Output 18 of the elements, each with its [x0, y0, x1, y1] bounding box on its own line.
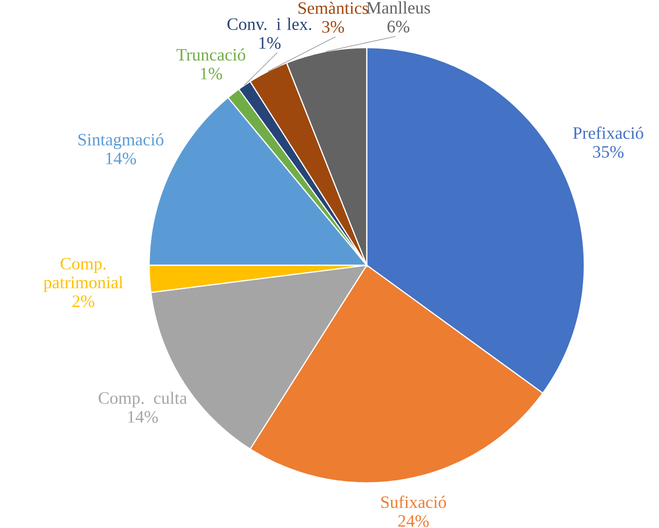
slice-label: Sufixació: [381, 495, 446, 508]
slice-label: Prefixació: [573, 126, 644, 139]
data-label: 2%: [72, 295, 94, 308]
slice-label: Manlleus: [366, 1, 430, 14]
data-label: 35%: [593, 146, 624, 158]
data-label: 3%: [322, 20, 344, 33]
slice-label: Comp. culta: [98, 392, 187, 408]
data-label: 1%: [260, 36, 281, 49]
data-label: 6%: [388, 20, 410, 32]
slice-label: Semàntics: [298, 2, 368, 14]
slice-label: Sintagmació: [78, 133, 164, 149]
slice-label: Conv. i lex.: [227, 18, 312, 30]
data-label: 14%: [128, 410, 158, 423]
slice-label: Comp. patrimonial: [44, 258, 123, 292]
data-label: 24%: [398, 514, 429, 527]
data-label: 1%: [201, 68, 222, 80]
slice-label: Truncació: [176, 48, 246, 60]
data-label: 14%: [106, 152, 136, 164]
